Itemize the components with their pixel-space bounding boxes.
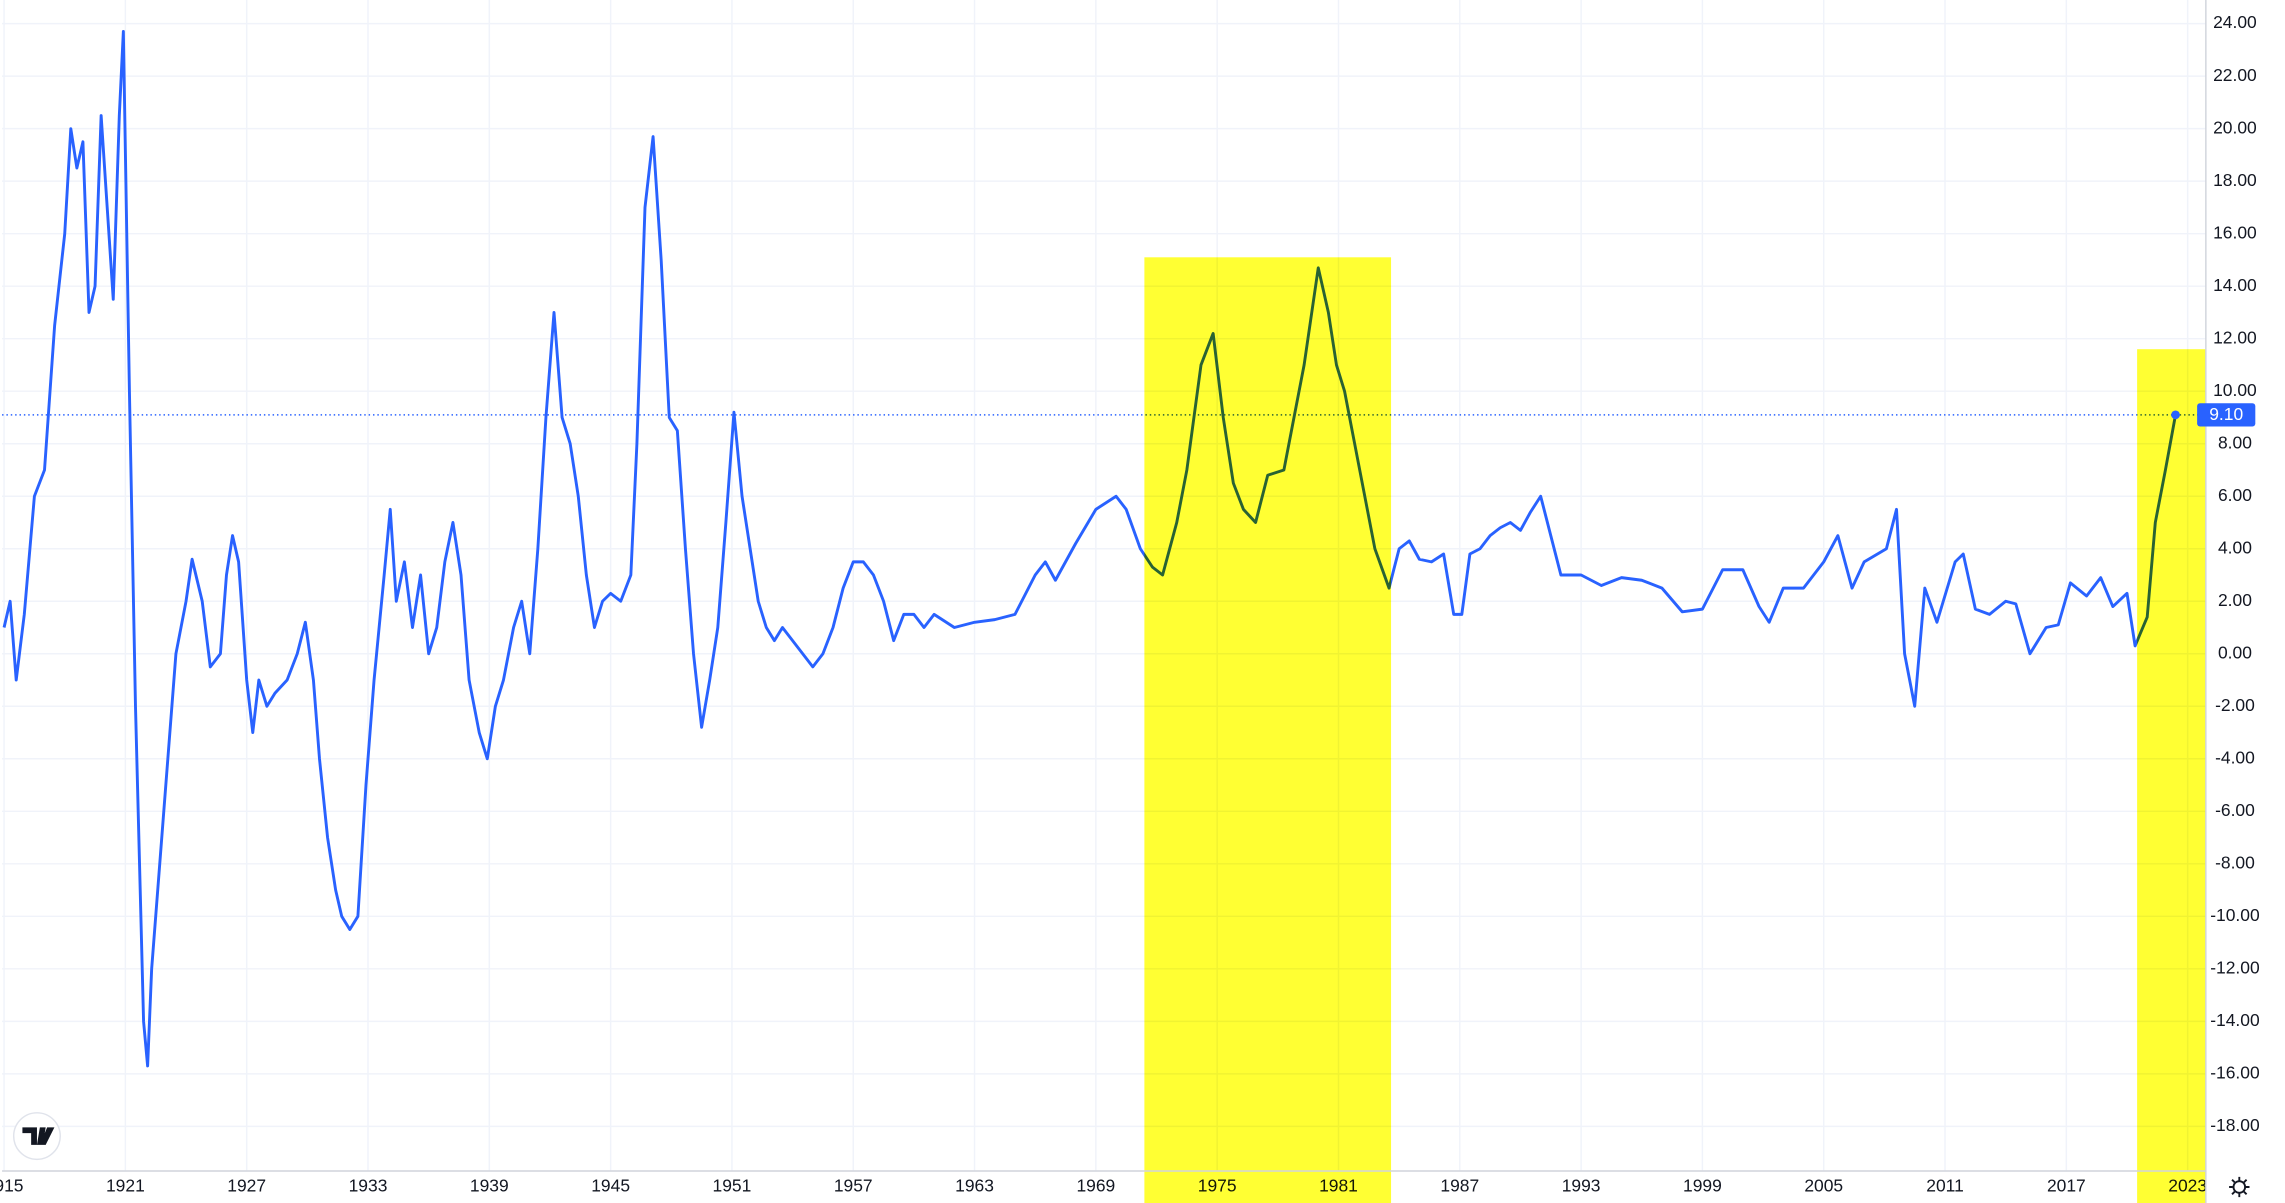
y-tick-label: -18.00 [2210, 1115, 2260, 1135]
highlights [1144, 257, 2206, 1203]
x-tick-label: 1957 [834, 1176, 873, 1196]
y-tick-label: -2.00 [2215, 695, 2255, 715]
grid: 1915 1921 1927 1933 1939 1945 1951 1957 1963 1969… [0, 0, 2207, 1196]
axes: 24.00 22.00 20.00 18.00 16.00 14.00 12.00 10.00… [2171, 12, 2260, 1135]
y-tick-label: -8.00 [2215, 852, 2255, 872]
highlight-box [2137, 349, 2206, 1203]
x-tick-label: 1999 [1683, 1176, 1722, 1196]
x-tick-label: 1951 [713, 1176, 752, 1196]
x-tick-label: 1993 [1562, 1176, 1601, 1196]
x-tick-label: 1987 [1440, 1176, 1479, 1196]
y-tick-label: 14.00 [2213, 275, 2257, 295]
y-tick-label: -14.00 [2210, 1010, 2260, 1030]
y-tick-label: 16.00 [2213, 222, 2257, 242]
x-tick-label: 1939 [470, 1176, 509, 1196]
y-tick-label: 2.00 [2218, 590, 2252, 610]
x-tick-label: 2005 [1804, 1176, 1843, 1196]
y-tick-label: -16.00 [2210, 1062, 2260, 1082]
y-tick-label: -12.00 [2210, 957, 2260, 977]
y-tick-label: 0.00 [2218, 642, 2252, 662]
settings-button[interactable] [2229, 1176, 2250, 1198]
y-tick-label: 12.00 [2213, 327, 2257, 347]
logo-mark [22, 1127, 55, 1145]
y-tick-label: 8.00 [2218, 432, 2252, 452]
line-series [2, 30, 2177, 1068]
y-tick-label: -4.00 [2215, 747, 2255, 767]
y-tick-label: 10.00 [2213, 380, 2257, 400]
x-tick-label: 1921 [106, 1176, 145, 1196]
x-tick-label: 2011 [1926, 1176, 1964, 1196]
y-tick-label: 4.00 [2218, 537, 2252, 557]
x-tick-label: 1945 [591, 1176, 630, 1196]
x-tick-label: 1969 [1076, 1176, 1115, 1196]
y-tick-label: 20.00 [2213, 117, 2257, 137]
plot [2, 30, 2206, 1068]
settings-gear[interactable] [2232, 1180, 2247, 1194]
price-tag-label: 9.10 [2209, 404, 2243, 424]
x-tick-label: 1963 [955, 1176, 994, 1196]
y-tick-label: 22.00 [2213, 65, 2257, 85]
x-tick-label: 1927 [227, 1176, 266, 1196]
highlight-box [1144, 257, 1392, 1203]
settings-gear-teeth[interactable] [2229, 1176, 2250, 1198]
y-tick-label: 6.00 [2218, 485, 2252, 505]
x-tick-label: 2017 [2047, 1176, 2086, 1196]
tradingview-logo [12, 1112, 61, 1161]
last-point [2171, 410, 2180, 420]
price-tag [2197, 403, 2256, 427]
y-tick-label: 18.00 [2213, 170, 2257, 190]
price-axis-panel [2205, 0, 2283, 1203]
y-tick-label: 24.00 [2213, 12, 2257, 32]
y-tick-label: -6.00 [2215, 800, 2255, 820]
y-tick-label: -10.00 [2210, 905, 2260, 925]
x-tick-label: 1933 [349, 1176, 388, 1196]
x-tick-label: 1915 [0, 1176, 23, 1196]
